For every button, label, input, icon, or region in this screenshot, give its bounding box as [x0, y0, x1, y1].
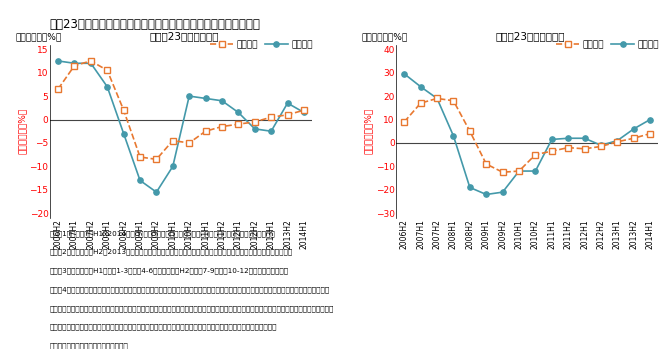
鑑定評価	[581, 147, 589, 151]
Line: 取引実勢: 取引実勢	[55, 58, 307, 195]
Line: 取引実勢: 取引実勢	[402, 71, 653, 197]
鑑定評価	[218, 125, 226, 129]
取引実勢	[564, 136, 572, 140]
取引実勢	[267, 129, 275, 133]
鑑定評価	[450, 99, 458, 103]
取引実勢	[548, 138, 556, 142]
Legend: 鑑定評価, 取引実勢: 鑑定評価, 取引実勢	[210, 40, 313, 50]
Legend: 鑑定評価, 取引実勢: 鑑定評価, 取引実勢	[557, 40, 659, 50]
鑑定評価	[169, 139, 177, 143]
取引実勢	[283, 101, 291, 105]
鑑定評価	[548, 149, 556, 153]
鑑定評価	[400, 120, 408, 124]
鑑定評価	[597, 144, 605, 149]
鑑定評価	[499, 170, 507, 174]
Text: 前年同期比（%）: 前年同期比（%）	[362, 32, 408, 41]
鑑定評価	[466, 129, 474, 133]
取引実勢	[186, 94, 194, 98]
Y-axis label: 前年同期比（%）: 前年同期比（%）	[364, 108, 373, 154]
Line: 鑑定評価: 鑑定評価	[55, 58, 307, 162]
取引実勢	[103, 84, 111, 89]
鑑定評価	[267, 115, 275, 119]
取引実勢	[300, 110, 308, 114]
鑑定評価	[54, 87, 62, 91]
鑑定評価	[300, 108, 308, 112]
取引実勢	[613, 139, 621, 143]
Y-axis label: 前年同期比（%）: 前年同期比（%）	[18, 108, 27, 154]
Text: 2．鑑定評価のH2は2013年都道府県地価調査の各調査地点における前年比（各年７月１日時点）の単純平均。: 2．鑑定評価のH2は2013年都道府県地価調査の各調査地点における前年比（各年７…	[50, 249, 293, 255]
鑑定評価	[613, 140, 621, 144]
取引実勢	[597, 143, 605, 147]
取引実勢	[433, 96, 441, 101]
Line: 鑑定評価: 鑑定評価	[402, 96, 653, 175]
取引実勢	[417, 84, 425, 89]
Text: 三井住友トラスト基礎研究所作成: 三井住友トラスト基礎研究所作成	[50, 342, 128, 349]
鑑定評価	[251, 120, 259, 124]
Text: 前年同期比（%）: 前年同期比（%）	[16, 32, 62, 41]
Text: 東京23区の取引実勢価格と鑑定評価（左：住宅地、右：商業地）: 東京23区の取引実勢価格と鑑定評価（左：住宅地、右：商業地）	[50, 18, 261, 31]
取引実勢	[136, 178, 144, 183]
取引実勢	[251, 127, 259, 131]
取引実勢	[120, 132, 128, 136]
取引実勢	[400, 72, 408, 76]
Text: 3．取引実勢のH1は各年1-3月期と4-6月期の取引、H2は各年7-9月期と10-12月期の取引が対象。: 3．取引実勢のH1は各年1-3月期と4-6月期の取引、H2は各年7-9月期と10…	[50, 267, 289, 274]
鑑定評価	[120, 108, 128, 112]
取引実勢	[581, 136, 589, 140]
取引実勢	[201, 96, 209, 101]
取引実勢	[152, 190, 160, 194]
Text: は、次の公表以降大きくデータ数が追加されることがある。そのため、取引実勢価格の推計結果も過去に遡って修正されることがある。: は、次の公表以降大きくデータ数が追加されることがある。そのため、取引実勢価格の推…	[50, 305, 334, 312]
取引実勢	[54, 59, 62, 63]
鑑定評価	[515, 169, 523, 173]
Text: 注）　1．鑑定評価のH1は2014年地価公示の各調査地点における前年比（各年１月１日時点）の単純平均。: 注） 1．鑑定評価のH1は2014年地価公示の各調査地点における前年比（各年１月…	[50, 230, 275, 237]
取引実勢	[218, 99, 226, 103]
Text: 【東京23区　商業地】: 【東京23区 商業地】	[495, 31, 565, 41]
鑑定評価	[283, 113, 291, 117]
鑑定評価	[201, 129, 209, 133]
鑑定評価	[646, 132, 654, 136]
鑑定評価	[531, 153, 539, 157]
Text: 4．各取引時点の不動産取引価格情報は今後データ数が追加される可能性があるため、特に公表されている最新の取引時点については、: 4．各取引時点の不動産取引価格情報は今後データ数が追加される可能性があるため、特…	[50, 286, 330, 293]
鑑定評価	[70, 64, 78, 68]
取引実勢	[234, 110, 242, 114]
鑑定評価	[234, 122, 242, 126]
取引実勢	[482, 192, 490, 196]
鑑定評価	[630, 136, 638, 140]
鑑定評価	[103, 68, 111, 72]
鑑定評価	[186, 141, 194, 145]
取引実勢	[70, 61, 78, 65]
Text: 出所）国土交通省「不動産取引価格情報」「国土数値情報（地価公示データ、都道府県地価調査データ）」をもとに: 出所）国土交通省「不動産取引価格情報」「国土数値情報（地価公示データ、都道府県地…	[50, 324, 277, 330]
取引実勢	[169, 164, 177, 169]
取引実勢	[515, 169, 523, 173]
取引実勢	[499, 190, 507, 194]
取引実勢	[87, 61, 95, 65]
取引実勢	[466, 185, 474, 190]
鑑定評価	[87, 59, 95, 63]
鑑定評価	[433, 96, 441, 101]
取引実勢	[531, 169, 539, 173]
鑑定評価	[417, 101, 425, 105]
鑑定評価	[136, 155, 144, 159]
Text: 【東京23区　住宅地】: 【東京23区 住宅地】	[150, 31, 219, 41]
鑑定評価	[152, 157, 160, 162]
取引実勢	[646, 117, 654, 121]
取引実勢	[450, 134, 458, 138]
鑑定評価	[564, 146, 572, 150]
鑑定評価	[482, 162, 490, 166]
取引実勢	[630, 127, 638, 131]
